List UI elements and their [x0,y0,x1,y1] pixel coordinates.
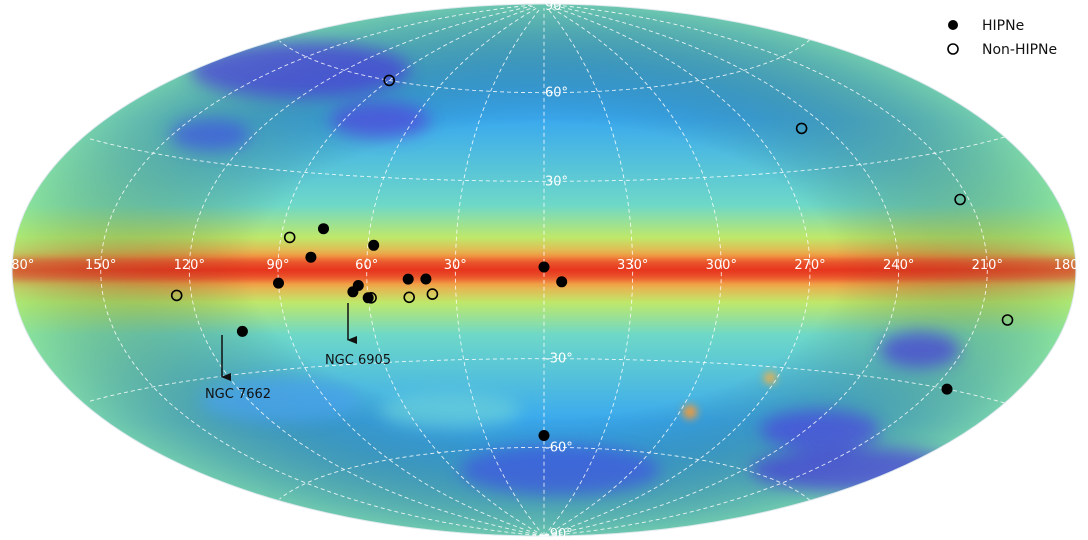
longitude-tick-label: 240° [883,258,914,273]
legend: HIPNe Non-HIPNe [947,18,1057,58]
non-hipne-point [1001,314,1014,326]
longitude-tick-label: 90° [266,258,289,273]
longitude-line [543,7,634,536]
non-hipne-point [383,74,396,87]
non-hipne-point [795,122,808,135]
longitude-tick-label: 270° [794,258,825,273]
hipne-point [420,273,432,285]
hipne-point [402,273,414,285]
longitude-line [100,4,544,537]
non-hipne-point [365,291,377,304]
longitude-tick-label: 180° [3,258,34,273]
non-hipne-point [426,288,439,300]
latitude-tick-label: -60° [545,440,573,455]
hipne-point [318,223,329,235]
hipne-point [273,277,284,289]
legend-non-hipne-marker [947,43,959,55]
longitude-tick-label: 180° [1054,258,1085,273]
hipne-point [368,239,380,251]
longitude-line [454,7,545,536]
longitude-line [544,6,811,537]
latitude-tick-label: -30° [545,352,573,367]
ngc7662-label: NGC 7662 [205,387,271,402]
longitude-tick-label: 150° [85,258,116,273]
legend-hipne-label: HIPNe [982,18,1024,34]
hipne-point [556,276,568,288]
longitude-tick-label: 300° [706,258,737,273]
latitude-tick-label: 90° [545,0,568,14]
hipne-point [362,292,374,304]
map-outline [11,3,1077,537]
longitude-tick-label: 330° [617,258,648,273]
latitude-line [279,39,811,94]
latitude-tick-label: 30° [545,174,568,189]
hipne-point [305,251,317,263]
non-hipne-point [954,193,966,206]
longitude-line [366,7,544,537]
legend-hipne-marker [948,20,958,30]
planetary-nebulae [170,74,1014,441]
hipne-point [538,261,550,273]
non-hipne-point [170,289,183,302]
non-hipne-point [283,231,296,244]
hipne-point [941,383,953,395]
longitude-tick-label: 120° [174,258,205,273]
latitude-tick-label: 60° [545,86,568,101]
ngc6905-label: NGC 6905 [325,353,391,368]
hipne-point [236,325,248,337]
hipne-point [538,430,550,441]
legend-non-hipne-label: Non-HIPNe [982,42,1057,58]
longitude-line [544,4,988,537]
longitude-tick-label: 30° [444,258,467,273]
hipne-point [347,286,359,298]
annotation-ngc6905: NGC 6905 [325,303,391,368]
annotation-ngc7662: NGC 7662 [205,335,271,402]
longitude-tick-label: 60° [355,258,378,273]
tick-labels: 180° 150° 120° 90° 60° 30° 330° 300° 270° 240° 210… [3,0,1085,540]
latitude-tick-label: -90° [545,527,573,540]
non-hipne-point [403,291,416,304]
longitude-tick-label: 210° [972,258,1003,273]
longitude-line [544,7,722,537]
